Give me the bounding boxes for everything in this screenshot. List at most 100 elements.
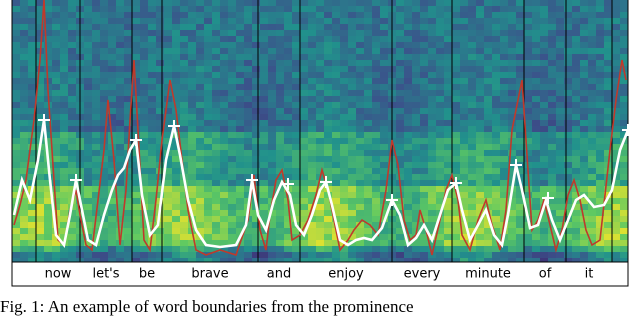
- spectrogram-cell: [308, 102, 316, 108]
- spectrogram-cell: [540, 12, 548, 18]
- spectrogram-cell: [564, 150, 572, 156]
- spectrogram-cell: [572, 18, 580, 24]
- spectrogram-cell: [324, 36, 332, 42]
- spectrogram-cell: [604, 54, 612, 60]
- spectrogram-cell: [452, 222, 460, 228]
- spectrogram-cell: [428, 18, 436, 24]
- spectrogram-cell: [228, 228, 236, 234]
- spectrogram-cell: [540, 90, 548, 96]
- spectrogram-cell: [620, 102, 628, 108]
- spectrogram-cell: [212, 168, 220, 174]
- spectrogram-cell: [524, 144, 532, 150]
- spectrogram-cell: [468, 168, 476, 174]
- spectrogram-cell: [308, 48, 316, 54]
- spectrogram-cell: [276, 132, 284, 138]
- spectrogram-cell: [164, 228, 172, 234]
- spectrogram-cell: [316, 60, 324, 66]
- spectrogram-cell: [596, 12, 604, 18]
- spectrogram-cell: [204, 12, 212, 18]
- spectrogram-cell: [108, 24, 116, 30]
- spectrogram-cell: [212, 102, 220, 108]
- spectrogram-cell: [92, 60, 100, 66]
- spectrogram-cell: [12, 66, 20, 72]
- spectrogram-cell: [276, 156, 284, 162]
- spectrogram-cell: [228, 180, 236, 186]
- spectrogram-cell: [468, 114, 476, 120]
- spectrogram-cell: [484, 120, 492, 126]
- spectrogram-cell: [132, 204, 140, 210]
- spectrogram-cell: [220, 162, 228, 168]
- spectrogram-cell: [268, 48, 276, 54]
- spectrogram-cell: [252, 90, 260, 96]
- spectrogram-cell: [580, 18, 588, 24]
- spectrogram-cell: [268, 42, 276, 48]
- spectrogram-cell: [260, 132, 268, 138]
- spectrogram-cell: [404, 180, 412, 186]
- spectrogram-cell: [348, 108, 356, 114]
- spectrogram-cell: [500, 108, 508, 114]
- spectrogram-cell: [340, 96, 348, 102]
- spectrogram-cell: [484, 42, 492, 48]
- spectrogram-cell: [148, 108, 156, 114]
- spectrogram-cell: [556, 84, 564, 90]
- spectrogram-cell: [212, 24, 220, 30]
- spectrogram-cell: [564, 126, 572, 132]
- spectrogram-cell: [196, 162, 204, 168]
- spectrogram-cell: [452, 60, 460, 66]
- spectrogram-cell: [548, 252, 556, 258]
- spectrogram-cell: [284, 90, 292, 96]
- spectrogram-cell: [124, 60, 132, 66]
- spectrogram-cell: [60, 12, 68, 18]
- spectrogram-cell: [404, 42, 412, 48]
- spectrogram-cell: [484, 252, 492, 258]
- spectrogram-cell: [116, 102, 124, 108]
- spectrogram-cell: [252, 126, 260, 132]
- spectrogram-cell: [308, 234, 316, 240]
- spectrogram-cell: [468, 54, 476, 60]
- spectrogram-cell: [372, 6, 380, 12]
- spectrogram-cell: [436, 90, 444, 96]
- spectrogram-cell: [44, 108, 52, 114]
- spectrogram-cell: [156, 48, 164, 54]
- spectrogram-cell: [316, 54, 324, 60]
- spectrogram-cell: [532, 72, 540, 78]
- spectrogram-cell: [324, 84, 332, 90]
- spectrogram-cell: [516, 108, 524, 114]
- spectrogram-cell: [572, 30, 580, 36]
- spectrogram-cell: [180, 36, 188, 42]
- spectrogram-cell: [108, 126, 116, 132]
- spectrogram-cell: [244, 0, 252, 6]
- spectrogram-cell: [196, 0, 204, 6]
- spectrogram-cell: [372, 186, 380, 192]
- spectrogram-cell: [124, 210, 132, 216]
- spectrogram-cell: [364, 78, 372, 84]
- spectrogram-cell: [44, 234, 52, 240]
- spectrogram-cell: [332, 114, 340, 120]
- spectrogram-cell: [212, 84, 220, 90]
- spectrogram-cell: [508, 54, 516, 60]
- spectrogram-cell: [620, 174, 628, 180]
- spectrogram-cell: [148, 0, 156, 6]
- spectrogram-cell: [228, 120, 236, 126]
- spectrogram-cell: [268, 138, 276, 144]
- spectrogram-cell: [404, 144, 412, 150]
- spectrogram-cell: [532, 0, 540, 6]
- spectrogram-cell: [20, 102, 28, 108]
- spectrogram-cell: [92, 156, 100, 162]
- spectrogram-cell: [124, 132, 132, 138]
- spectrogram-cell: [244, 108, 252, 114]
- spectrogram-cell: [60, 78, 68, 84]
- spectrogram-cell: [372, 114, 380, 120]
- spectrogram-cell: [452, 162, 460, 168]
- spectrogram-cell: [412, 114, 420, 120]
- spectrogram-cell: [92, 162, 100, 168]
- spectrogram-cell: [332, 156, 340, 162]
- spectrogram-cell: [180, 234, 188, 240]
- spectrogram-cell: [532, 90, 540, 96]
- spectrogram-cell: [428, 54, 436, 60]
- spectrogram-cell: [36, 252, 44, 258]
- spectrogram-cell: [524, 72, 532, 78]
- spectrogram-cell: [516, 12, 524, 18]
- spectrogram-cell: [124, 30, 132, 36]
